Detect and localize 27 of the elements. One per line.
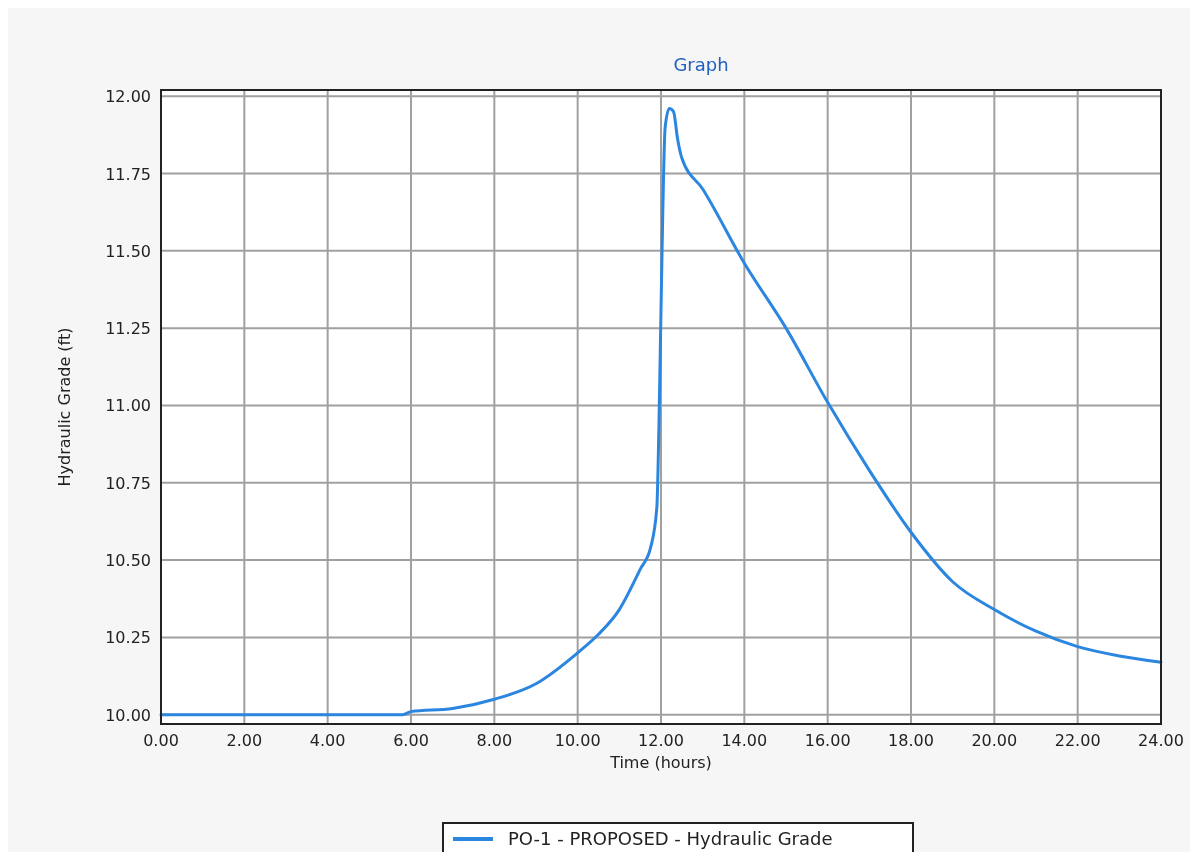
y-tick-label: 10.25 (105, 628, 151, 648)
legend-label: PO-1 - PROPOSED - Hydraulic Grade (508, 828, 833, 849)
y-tick-label: 11.00 (105, 396, 151, 416)
x-tick-label: 18.00 (888, 731, 934, 750)
x-tick-label: 14.00 (721, 731, 768, 750)
y-tick-label: 10.00 (105, 705, 151, 725)
x-tick-label: 10.00 (554, 731, 601, 750)
x-tick-label: 6.00 (393, 731, 429, 750)
y-tick-label: 10.75 (105, 473, 151, 493)
x-tick-label: 20.00 (971, 731, 1018, 750)
y-tick-label: 11.75 (105, 164, 151, 184)
x-tick-label: 2.00 (226, 731, 263, 750)
y-axis-title: Hydraulic Grade (ft) (55, 327, 74, 487)
y-tick-label: 11.50 (105, 241, 151, 261)
x-tick-label: 8.00 (476, 731, 513, 750)
x-tick-label: 12.00 (638, 731, 684, 750)
x-tick-label: 24.00 (1138, 731, 1184, 750)
x-tick-label: 22.00 (1054, 731, 1101, 750)
x-tick-label: 4.00 (309, 731, 346, 750)
chart-title: Graph (673, 54, 729, 75)
x-axis-title: Time (hours) (609, 753, 712, 772)
x-tick-label: 0.00 (143, 731, 179, 750)
y-tick-label: 10.50 (105, 551, 151, 571)
y-tick-label: 12.00 (105, 87, 151, 107)
x-tick-label: 16.00 (804, 731, 851, 750)
y-tick-label: 11.25 (105, 319, 151, 339)
line-series (159, 107, 1163, 717)
